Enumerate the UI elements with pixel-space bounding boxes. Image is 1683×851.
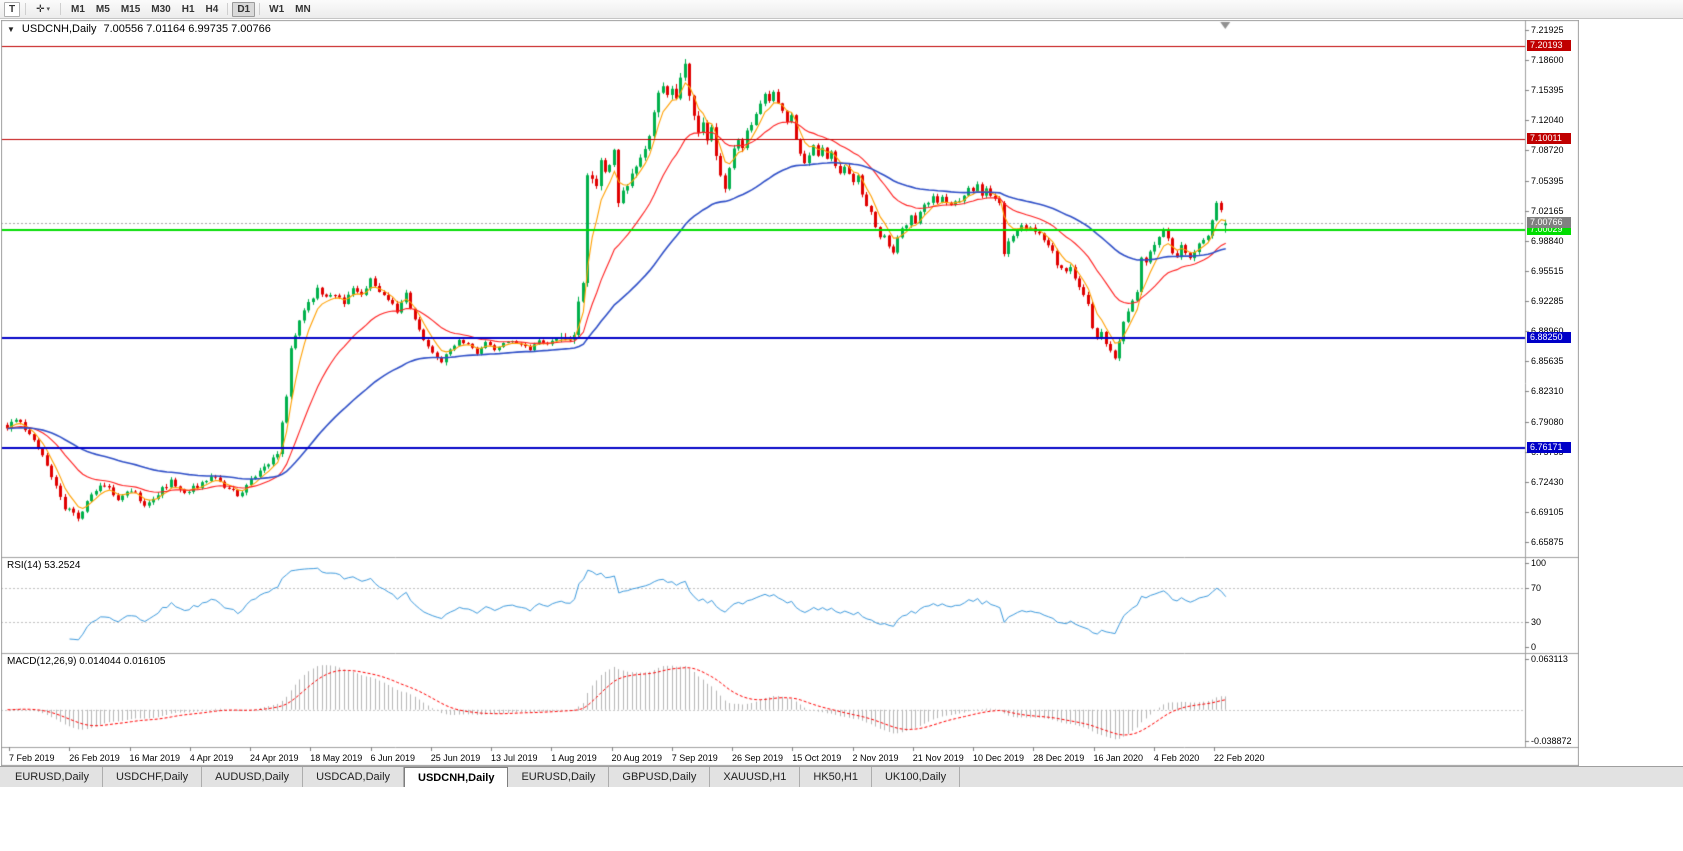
- toolbar-separator: [60, 3, 62, 15]
- chart-tab-eurusd-daily[interactable]: EURUSD,Daily: [2, 767, 103, 787]
- time-axis-label: 13 Jul 2019: [491, 753, 538, 763]
- time-axis-label: 24 Apr 2019: [250, 753, 299, 763]
- chart-tab-bar: EURUSD,Daily USDCHF,Daily AUDUSD,Daily USDC…: [0, 766, 1683, 787]
- time-axis-label: 6 Jun 2019: [370, 753, 416, 763]
- toolbar-separator: [227, 3, 229, 15]
- macd-indicator-label: MACD(12,26,9) 0.014044 0.016105: [7, 656, 166, 667]
- time-axis-label: 22 Feb 2020: [1214, 753, 1265, 763]
- timeframe-button-group: M1 M5 M15 M30 H1 H4 D1 W1 MN: [66, 1, 316, 17]
- chart-tab-audusd-daily[interactable]: AUDUSD,Daily: [202, 767, 304, 787]
- time-axis-label: 4 Apr 2019: [189, 753, 234, 763]
- time-axis-label: 4 Feb 2020: [1153, 753, 1200, 763]
- chevron-down-icon: ▾: [46, 6, 51, 13]
- time-axis-label: 10 Dec 2019: [973, 753, 1025, 763]
- chart-ohlc-values: 7.00556 7.01164 6.99735 7.00766: [103, 23, 271, 35]
- time-axis-label: 28 Dec 2019: [1033, 753, 1085, 763]
- time-axis-label: 26 Sep 2019: [732, 753, 784, 763]
- chart-tab-uk100-daily[interactable]: UK100,Daily: [872, 767, 961, 787]
- price-chart-canvas[interactable]: [1, 20, 1579, 766]
- time-axis-label: 7 Feb 2019: [9, 753, 55, 763]
- chart-area: ▼ USDCNH,Daily 7.00556 7.01164 6.99735 7…: [1, 20, 1579, 766]
- time-axis: 7 Feb 2019 26 Feb 2019 16 Mar 2019 4 Apr 20…: [1, 747, 1579, 766]
- time-axis-label: 25 Jun 2019: [430, 753, 481, 763]
- chart-tab-hk50-h1[interactable]: HK50,H1: [800, 767, 872, 787]
- rsi-indicator-label: RSI(14) 53.2524: [7, 560, 81, 571]
- timeframe-button-mn[interactable]: MN: [290, 2, 316, 17]
- toolbar-separator: [25, 3, 27, 15]
- text-tool-button[interactable]: T: [4, 1, 21, 17]
- chart-tab-gbpusd-daily[interactable]: GBPUSD,Daily: [609, 767, 711, 787]
- crosshair-icon: ✛: [36, 3, 45, 15]
- time-axis-label: 18 May 2019: [310, 753, 363, 763]
- toolbar: T ✛ ▾ M1 M5 M15 M30 H1 H4 D1 W1 MN: [0, 0, 1683, 19]
- chart-tab-xauusd-h1[interactable]: XAUUSD,H1: [710, 767, 801, 787]
- timeframe-button-w1[interactable]: W1: [264, 2, 289, 17]
- time-axis-label: 2 Nov 2019: [852, 753, 899, 763]
- chart-tab-usdchf-daily[interactable]: USDCHF,Daily: [103, 767, 203, 787]
- collapse-arrow-icon[interactable]: ▼: [7, 24, 15, 34]
- timeframe-button-m15[interactable]: M15: [116, 2, 145, 17]
- chart-tab-usdcad-daily[interactable]: USDCAD,Daily: [303, 767, 405, 787]
- chart-title: ▼ USDCNH,Daily 7.00556 7.01164 6.99735 7…: [7, 23, 271, 35]
- chart-symbol-label: USDCNH,Daily: [21, 23, 97, 35]
- timeframe-button-h1[interactable]: H1: [177, 2, 200, 17]
- toolbar-separator: [259, 3, 261, 15]
- cursor-tool-button[interactable]: ✛ ▾: [31, 2, 55, 17]
- timeframe-button-m5[interactable]: M5: [91, 2, 115, 17]
- time-axis-label: 16 Mar 2019: [129, 753, 181, 763]
- time-axis-label: 21 Nov 2019: [912, 753, 964, 763]
- timeframe-button-h4[interactable]: H4: [201, 2, 224, 17]
- time-axis-label: 1 Aug 2019: [551, 753, 597, 763]
- time-axis-label: 15 Oct 2019: [792, 753, 842, 763]
- chart-tab-eurusd-daily[interactable]: EURUSD,Daily: [508, 767, 610, 787]
- time-axis-label: 16 Jan 2020: [1093, 753, 1144, 763]
- chart-tab-usdcnh-daily[interactable]: USDCNH,Daily: [404, 767, 509, 787]
- timeframe-button-m1[interactable]: M1: [66, 2, 90, 17]
- time-axis-label: 20 Aug 2019: [611, 753, 663, 763]
- time-axis-label: 7 Sep 2019: [671, 753, 718, 763]
- time-axis-label: 26 Feb 2019: [69, 753, 120, 763]
- timeframe-button-m30[interactable]: M30: [146, 2, 175, 17]
- timeframe-button-d1[interactable]: D1: [232, 1, 256, 17]
